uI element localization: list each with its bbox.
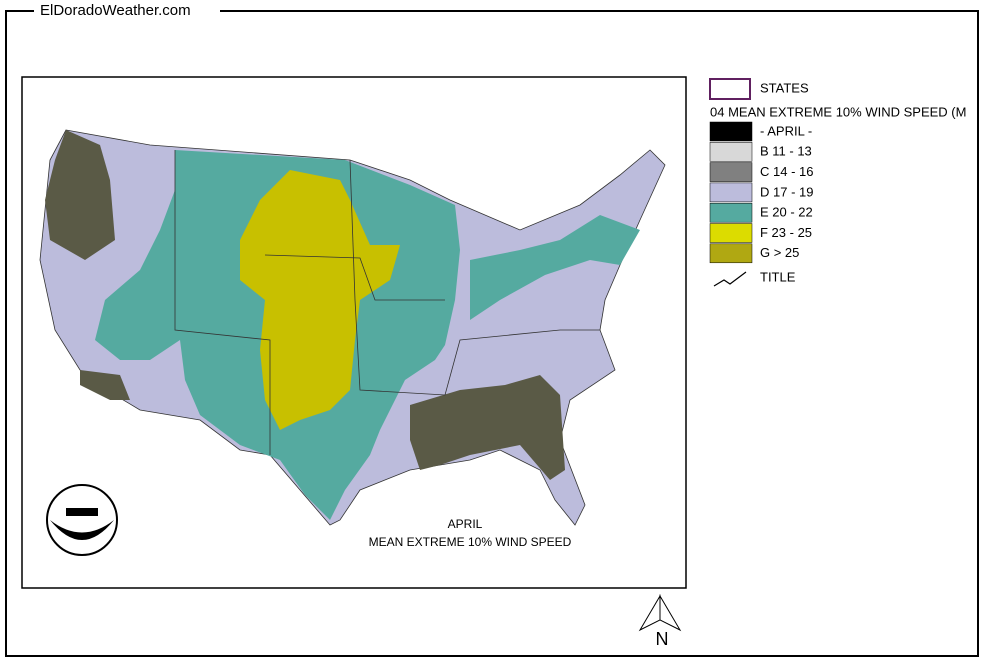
legend-title: 04 MEAN EXTREME 10% WIND SPEED (M bbox=[710, 104, 966, 119]
legend-label: B 11 - 13 bbox=[760, 144, 812, 159]
legend-label: D 17 - 19 bbox=[760, 184, 813, 199]
legend-label: C 14 - 16 bbox=[760, 164, 813, 179]
state-lines bbox=[264, 254, 445, 301]
state-lines bbox=[349, 159, 600, 396]
site-name: ElDoradoWeather.com bbox=[40, 2, 191, 19]
legend-swatch bbox=[709, 121, 753, 142]
header-bg bbox=[34, 2, 220, 20]
legend-label: - APRIL - bbox=[760, 123, 812, 138]
legend-label: G > 25 bbox=[760, 245, 799, 260]
map-caption: APRIL bbox=[448, 517, 483, 531]
zone-c bbox=[45, 130, 115, 260]
legend-label: TITLE bbox=[760, 269, 796, 284]
legend-label: E 20 - 22 bbox=[760, 205, 813, 220]
title-icon bbox=[713, 271, 747, 287]
map-caption: MEAN EXTREME 10% WIND SPEED bbox=[369, 535, 572, 549]
legend-label: F 23 - 25 bbox=[760, 225, 812, 240]
zone-e bbox=[470, 215, 640, 320]
outer-frame bbox=[5, 10, 979, 657]
legend-label: STATES bbox=[760, 80, 809, 95]
legend-swatch bbox=[709, 142, 753, 162]
legend-swatch bbox=[709, 182, 753, 203]
legend-items: - APRIL - B 11 - 13 C 14 - 16 D 17 - 19 E 20… bbox=[709, 121, 813, 264]
zone-f bbox=[240, 170, 400, 430]
legend-swatch bbox=[709, 243, 753, 264]
legend-swatch bbox=[709, 223, 753, 243]
state-lines bbox=[174, 150, 271, 455]
zone-c bbox=[410, 375, 565, 480]
legend-swatch bbox=[709, 202, 753, 223]
zone-c bbox=[80, 370, 130, 400]
noaa-logo bbox=[46, 484, 118, 556]
north-arrow bbox=[638, 594, 682, 632]
states-swatch bbox=[709, 78, 751, 100]
legend-swatch bbox=[709, 162, 753, 182]
us-map bbox=[39, 129, 666, 526]
north-label: N bbox=[656, 629, 669, 649]
